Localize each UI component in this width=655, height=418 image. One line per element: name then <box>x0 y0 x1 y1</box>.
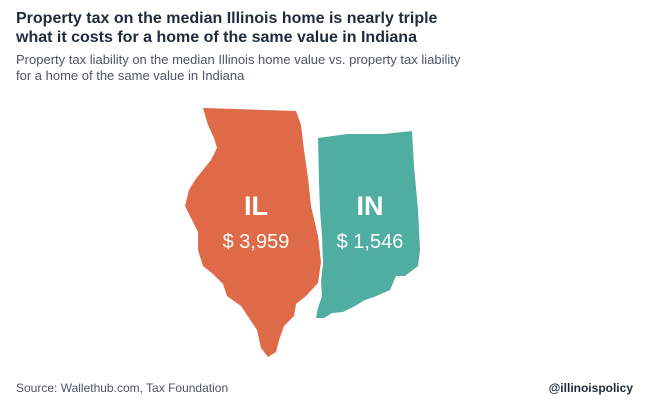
chart-title-line-1: Property tax on the median Illinois home… <box>16 10 438 27</box>
illinois-shape <box>185 108 321 357</box>
il-value-label: $ 3,959 <box>223 231 290 253</box>
in-abbr-label: IN <box>357 191 384 221</box>
source-note: Source: Wallethub.com, Tax Foundation <box>16 381 229 395</box>
chart-subtitle: Property tax liability on the median Ill… <box>16 52 636 84</box>
social-handle: @illinoispolicy <box>548 381 633 395</box>
chart-title: Property tax on the median Illinois home… <box>16 9 636 47</box>
chart-subtitle-line-2: for a home of the same value in Indiana <box>16 68 245 83</box>
chart-subtitle-line-1: Property tax liability on the median Ill… <box>16 52 461 67</box>
il-abbr-label: IL <box>244 191 268 221</box>
indiana-shape <box>316 131 420 318</box>
chart-title-line-2: what it costs for a home of the same val… <box>16 29 417 46</box>
in-value-label: $ 1,546 <box>337 231 404 253</box>
